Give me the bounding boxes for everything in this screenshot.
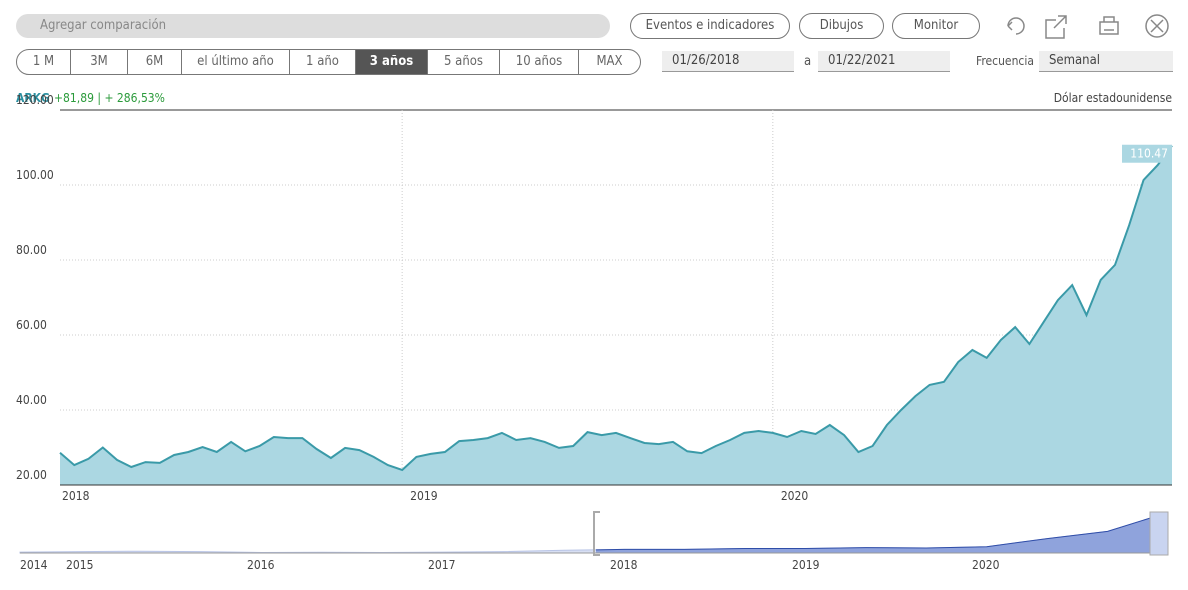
navigator-label: 2016 (247, 558, 275, 572)
range-button[interactable]: 10 años (499, 50, 578, 74)
currency: Dólar estadounidense (1053, 91, 1172, 105)
change: +81,89 | + 286,53% (54, 91, 165, 105)
y-tick-label: 40.00 (16, 393, 47, 407)
y-tick-label: 60.00 (16, 318, 47, 332)
search-box[interactable]: Agregar comparación (16, 14, 610, 38)
navigator-label: 2014 (20, 558, 48, 572)
x-tick-label: 2019 (410, 489, 438, 503)
navigator-label: 2015 (66, 558, 93, 572)
undo-icon[interactable] (1007, 17, 1025, 35)
y-tick-label: 100.00 (16, 168, 54, 182)
toolbar-button[interactable]: Monitor (892, 13, 980, 39)
frequency-label: Frecuencia (976, 54, 1034, 68)
print-icon[interactable] (1099, 16, 1119, 35)
x-tick-label: 2020 (781, 489, 809, 503)
date-from[interactable]: 01/26/2018 (662, 51, 794, 72)
range-button[interactable]: el último año (181, 50, 289, 74)
navigator-label: 2018 (610, 558, 638, 572)
ticker: ARKG (16, 91, 50, 105)
frequency-select[interactable]: Semanal (1039, 51, 1173, 72)
navigator-label: 2017 (428, 558, 455, 572)
toolbar-button[interactable]: Eventos e indicadores (630, 13, 790, 39)
range-button[interactable]: 5 años (427, 50, 499, 74)
navigator-selected-area (596, 516, 1152, 554)
handle-left[interactable] (593, 511, 600, 556)
range-button[interactable]: 1 M (32, 54, 55, 69)
y-tick-label: 20.00 (16, 468, 47, 482)
date-separator: a (804, 54, 812, 69)
close-x (1150, 19, 1164, 33)
share-icon[interactable] (1045, 15, 1067, 39)
range-button[interactable]: 3M (70, 50, 127, 74)
toolbar-button[interactable]: Dibujos (799, 13, 884, 39)
y-tick-label: 120.00 (16, 93, 54, 107)
navigator-label: 2020 (972, 558, 1000, 572)
range-button[interactable]: 6M (127, 50, 181, 74)
range-selector: 1 M 3M 6M el último año 1 año 3 años 5 años 10 … (16, 49, 641, 75)
date-to[interactable]: 01/22/2021 (818, 51, 950, 72)
range-button[interactable]: 3 años (355, 50, 427, 74)
y-tick-label: 80.00 (16, 243, 47, 257)
line (59, 145, 1173, 472)
navigator-label: 2019 (792, 558, 820, 572)
handle-right[interactable] (1149, 511, 1169, 556)
close-icon[interactable] (1145, 14, 1169, 38)
area (60, 145, 1172, 485)
last-value-label: 110.47 (1130, 147, 1168, 161)
range-button[interactable]: MAX (578, 50, 640, 74)
last-value-badge (1122, 144, 1172, 163)
range-button[interactable]: 1 año (289, 50, 355, 74)
toolbar-icons (1007, 14, 1169, 39)
x-tick-label: 2018 (62, 489, 90, 503)
